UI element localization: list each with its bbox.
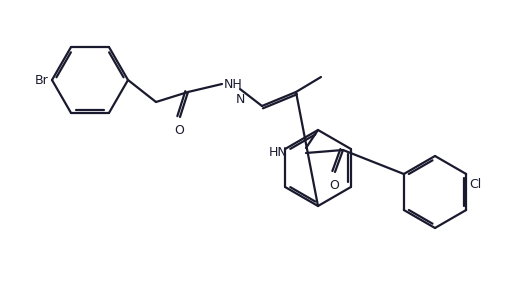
Text: O: O: [174, 124, 184, 137]
Text: N: N: [235, 93, 244, 106]
Text: O: O: [328, 179, 338, 192]
Text: NH: NH: [224, 77, 242, 91]
Text: HN: HN: [269, 146, 287, 159]
Text: Br: Br: [35, 74, 49, 86]
Text: Cl: Cl: [468, 178, 480, 191]
